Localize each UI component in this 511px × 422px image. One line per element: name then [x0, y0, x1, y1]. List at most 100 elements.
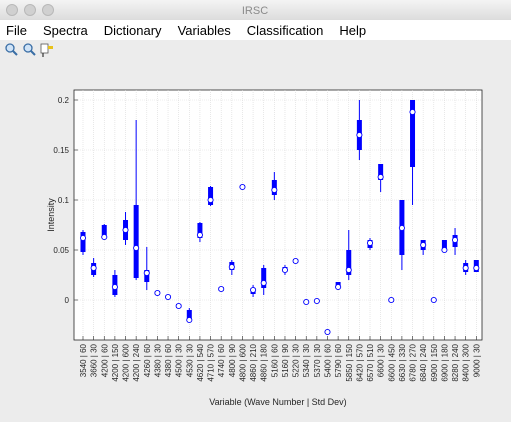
median — [303, 298, 310, 306]
zoom-button[interactable] — [42, 4, 54, 16]
median — [441, 246, 448, 254]
box — [208, 187, 214, 205]
median — [154, 289, 161, 297]
x-tick-label: 6840 | 240 — [419, 343, 428, 381]
median — [462, 264, 469, 272]
median — [218, 285, 225, 293]
x-tick-label: 3660 | 30 — [90, 343, 99, 377]
x-tick-label: 5160 | 60 — [270, 343, 279, 377]
menu: File Spectra Dictionary Variables Classifica… — [6, 23, 366, 38]
box — [261, 268, 267, 288]
x-tick-label: 9000 | 30 — [472, 343, 481, 377]
box — [101, 225, 107, 235]
y-axis-label: Intensity — [46, 198, 56, 232]
median — [356, 131, 363, 139]
median — [420, 241, 427, 249]
menu-item[interactable]: File — [6, 23, 27, 38]
close-button[interactable] — [6, 4, 18, 16]
median — [250, 286, 257, 294]
median — [345, 266, 352, 274]
box — [441, 240, 447, 250]
x-tick-label: 5160 | 90 — [281, 343, 290, 377]
x-tick-label: 6900 | 150 — [430, 343, 439, 381]
x-tick-label: 8280 | 240 — [451, 343, 460, 381]
median — [281, 266, 289, 274]
median — [271, 186, 278, 194]
zoom-out-tool[interactable] — [23, 43, 36, 56]
menu-item[interactable]: Variables — [178, 23, 232, 38]
x-tick-label: 4500 | 30 — [175, 343, 184, 377]
x-tick-label: 6600 | 450 — [387, 343, 396, 381]
median — [122, 226, 129, 234]
toolbar — [0, 40, 511, 59]
median — [260, 279, 267, 287]
box — [133, 205, 139, 278]
median — [79, 234, 87, 242]
x-tick-label: 4620 | 540 — [196, 343, 205, 381]
median — [207, 196, 214, 204]
median — [335, 283, 342, 291]
x-tick-label: 4200 | 60 — [100, 343, 109, 377]
x-tick-label: 4530 | 30 — [185, 343, 194, 377]
x-tick-label: 4800 | 90 — [228, 343, 237, 377]
median — [239, 183, 246, 191]
x-tick-label: 6780 | 270 — [409, 343, 418, 381]
x-tick-label: 4800 | 600 — [238, 343, 247, 381]
menu-item[interactable]: Dictionary — [104, 23, 162, 38]
x-tick-label: 6600 | 30 — [377, 343, 386, 377]
menu-item[interactable]: Classification — [247, 23, 324, 38]
x-tick-label: 6630 | 330 — [398, 343, 407, 381]
x-tick-label: 4200 | 150 — [111, 343, 120, 381]
median — [388, 296, 395, 304]
y-tick-label: 0.1 — [58, 196, 70, 205]
x-tick-label: 4710 | 570 — [207, 343, 216, 381]
y-tick-label: 0.2 — [58, 96, 70, 105]
x-tick-label: 4200 | 600 — [122, 343, 131, 381]
x-axis-label: Variable (Wave Number | Std Dev) — [209, 397, 346, 407]
box — [346, 250, 352, 275]
median — [313, 297, 320, 305]
y-tick-label: 0.15 — [53, 146, 69, 155]
median — [398, 224, 405, 232]
x-tick-label: 3540 | 60 — [79, 343, 88, 377]
x-tick-label: 5790 | 60 — [334, 343, 343, 377]
x-tick-label: 4860 | 180 — [260, 343, 269, 381]
x-tick-label: 6420 | 570 — [355, 343, 364, 381]
median — [175, 302, 182, 310]
menu-item[interactable]: Help — [339, 23, 366, 38]
minimize-button[interactable] — [24, 4, 36, 16]
y-tick-label: 0 — [65, 296, 70, 305]
median — [366, 239, 374, 247]
median — [164, 293, 172, 301]
x-tick-label: 5340 | 30 — [302, 343, 311, 377]
median — [196, 231, 203, 239]
marks — [79, 100, 480, 336]
x-tick-label: 5370 | 30 — [313, 343, 322, 377]
box — [186, 310, 192, 320]
x-tick-label: 6570 | 510 — [366, 343, 375, 381]
zoom-in-tool[interactable] — [5, 43, 18, 56]
data-cursor-tool[interactable] — [40, 43, 53, 57]
median — [451, 236, 459, 244]
x-tick-label: 5220 | 30 — [292, 343, 301, 377]
x-tick-label: 4380 | 60 — [164, 343, 173, 377]
median — [143, 269, 150, 277]
median — [473, 264, 480, 272]
median — [324, 328, 331, 336]
x-tick-label: 4260 | 60 — [143, 343, 152, 377]
x-tick-label: 4380 | 30 — [153, 343, 162, 377]
median — [409, 108, 416, 116]
x-tick-label: 6900 | 180 — [440, 343, 449, 381]
menu-bar — [0, 20, 511, 40]
median — [377, 173, 384, 181]
box — [80, 232, 86, 252]
box — [410, 100, 416, 167]
x-tick-label: 5850 | 150 — [345, 343, 354, 381]
median — [228, 263, 235, 271]
box — [378, 164, 384, 180]
median — [90, 264, 97, 272]
median — [133, 244, 140, 252]
menu-item[interactable]: Spectra — [43, 23, 89, 38]
